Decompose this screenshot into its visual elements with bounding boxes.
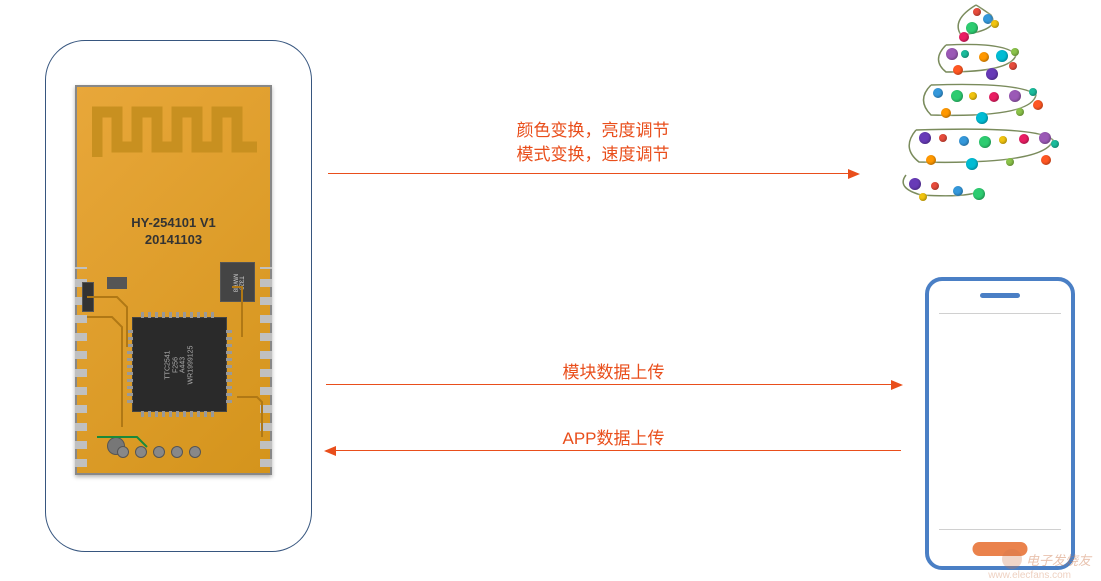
light-bulb (1051, 140, 1059, 148)
watermark-url: www.elecfans.com (988, 570, 1071, 581)
light-bulb (996, 50, 1008, 62)
arrow-head-icon (324, 446, 336, 456)
light-bulb (939, 134, 947, 142)
pcb-model-line2: 20141103 (131, 232, 216, 249)
pcb-pad (189, 446, 201, 458)
light-bulb (1033, 100, 1043, 110)
light-bulb (979, 52, 989, 62)
light-bulb (959, 32, 969, 42)
light-bulb (1009, 90, 1021, 102)
pcb-component: T320MWH8 (220, 262, 255, 302)
light-bulb (979, 136, 991, 148)
light-bulb (926, 155, 936, 165)
light-bulb (999, 136, 1007, 144)
phone-divider (939, 529, 1061, 530)
light-bulb (966, 22, 978, 34)
light-bulb (1019, 134, 1029, 144)
light-bulb (991, 20, 999, 28)
light-bulb (1016, 108, 1024, 116)
watermark: 电子发烧友 (1002, 549, 1091, 569)
light-bulb (951, 90, 963, 102)
smartphone-icon (925, 277, 1075, 570)
christmas-lights-icon (891, 0, 1071, 200)
watermark-logo-icon (1002, 549, 1022, 569)
light-bulb (941, 108, 951, 118)
chip-pins (127, 326, 133, 403)
light-bulb (909, 178, 921, 190)
light-bulb (1039, 132, 1051, 144)
light-bulb (933, 88, 943, 98)
chip-label: TTC2541 F256 A443 WR1999125 (164, 345, 195, 384)
arrow-head-icon (848, 169, 860, 179)
pcb-board: HY-254101 V1 20141103 TTC2541 F256 A443 … (75, 85, 272, 475)
light-bulb (919, 132, 931, 144)
light-bulb (973, 8, 981, 16)
light-strings-icon (891, 0, 1071, 200)
light-bulb (1011, 48, 1019, 56)
chip-pins (141, 312, 218, 318)
pcb-model-line1: HY-254101 V1 (131, 215, 216, 232)
pcb-pad (135, 446, 147, 458)
light-bulb (966, 158, 978, 170)
light-bulb (1006, 158, 1014, 166)
pcb-pad (171, 446, 183, 458)
light-bulb (953, 65, 963, 75)
arrow3-line (326, 450, 901, 451)
pcb-pads-right (260, 267, 272, 467)
main-chip: TTC2541 F256 A443 WR1999125 (132, 317, 227, 412)
pcb-antenna-icon (92, 102, 262, 162)
light-bulb (961, 50, 969, 58)
pcb-component (107, 277, 127, 289)
light-bulb (976, 112, 988, 124)
light-bulb (989, 92, 999, 102)
arrow1-label-line2: 模式变换，速度调节 (328, 140, 858, 165)
light-bulb (1029, 88, 1037, 96)
phone-speaker (980, 293, 1020, 298)
phone-divider (939, 313, 1061, 314)
watermark-text: 电子发烧友 (1026, 550, 1091, 569)
pcb-model-label: HY-254101 V1 20141103 (131, 215, 216, 249)
arrow-head-icon (891, 380, 903, 390)
light-bulb (953, 186, 963, 196)
arrow1-line (328, 173, 858, 174)
light-bulb (959, 136, 969, 146)
pcb-pad (153, 446, 165, 458)
arrow1-label-line1: 颜色变换，亮度调节 (328, 116, 858, 141)
light-bulb (1009, 62, 1017, 70)
light-bulb (919, 193, 927, 201)
pcb-pad (117, 446, 129, 458)
light-bulb (946, 48, 958, 60)
light-bulb (969, 92, 977, 100)
arrow2-line (326, 384, 901, 385)
light-bulb (1041, 155, 1051, 165)
diagram-container: HY-254101 V1 20141103 TTC2541 F256 A443 … (0, 0, 1101, 577)
chip-pins (141, 411, 218, 417)
pcb-component (82, 282, 94, 312)
light-bulb (986, 68, 998, 80)
chip-pins (226, 326, 232, 403)
light-bulb (931, 182, 939, 190)
light-bulb (973, 188, 985, 200)
arrow2-label: 模块数据上传 (326, 358, 901, 383)
arrow3-label: APP数据上传 (326, 424, 901, 449)
